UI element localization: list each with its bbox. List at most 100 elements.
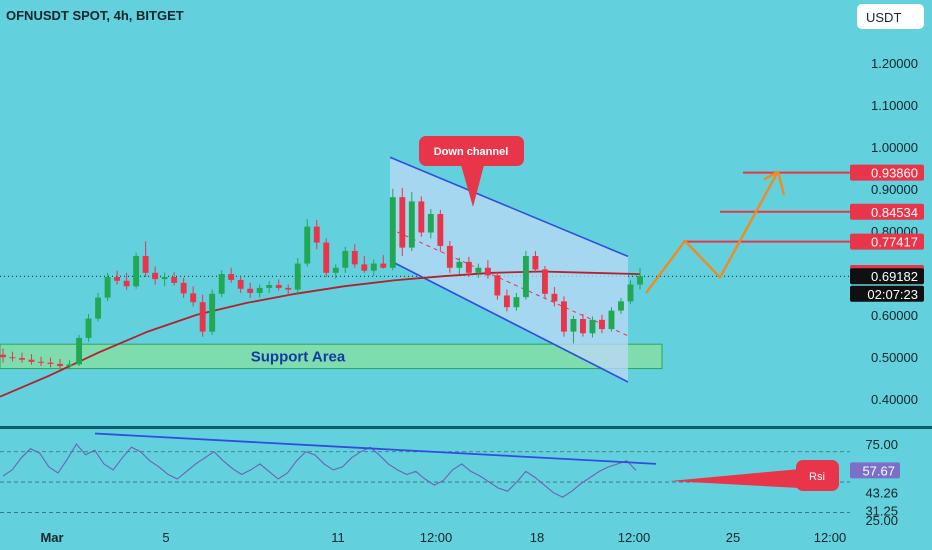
candle: [285, 284, 292, 296]
rsi-callout: Rsi: [670, 460, 839, 491]
candle-body: [285, 287, 292, 290]
chart-title: OFNUSDT SPOT, 4h, BITGET: [6, 8, 184, 23]
candle: [247, 282, 254, 298]
candle: [180, 277, 187, 298]
candle: [237, 276, 244, 293]
candle-body: [618, 301, 624, 311]
candle-body: [513, 297, 520, 308]
candle: [437, 209, 444, 252]
candle: [408, 192, 415, 251]
candle: [589, 316, 596, 338]
down-channel-label: Down channel: [434, 146, 509, 158]
candle-body: [237, 279, 244, 289]
candle-body: [465, 261, 472, 273]
candle-body: [66, 364, 73, 367]
candle: [47, 357, 54, 368]
candle-body: [28, 359, 35, 362]
candle: [123, 272, 130, 290]
candle: [19, 352, 25, 363]
candle: [580, 313, 586, 337]
candle-body: [560, 301, 567, 332]
support-area-label: Support Area: [251, 348, 346, 365]
rsi-tick-label: 31.25: [865, 504, 898, 519]
candle: [209, 289, 216, 335]
candle-body: [38, 361, 44, 363]
candle: [9, 351, 16, 362]
price-tick-label: 1.10000: [871, 98, 918, 113]
price-level-badge-text: 0.84534: [871, 205, 918, 220]
candle: [266, 281, 273, 293]
rsi-value-badge: 57.67: [850, 462, 900, 479]
candle-body: [161, 277, 168, 280]
candle-body: [446, 245, 453, 268]
candle-body: [380, 263, 387, 268]
current-price-badge-bg: [850, 268, 924, 285]
candle: [28, 354, 35, 365]
candle: [218, 270, 225, 298]
candle: [95, 292, 102, 322]
candle: [484, 260, 491, 279]
candle: [551, 287, 558, 307]
candle-body: [456, 261, 463, 268]
candle-body: [627, 284, 634, 302]
candle-body: [522, 256, 529, 298]
candle: [532, 250, 539, 273]
candle-body: [370, 263, 377, 271]
candle: [618, 298, 624, 314]
rsi-value-badge-text: 57.67: [862, 463, 895, 478]
candle-body: [76, 337, 83, 365]
candle: [389, 188, 396, 271]
candle-body: [142, 256, 149, 273]
rsi-callout-label: Rsi: [809, 471, 825, 483]
candle-body: [351, 250, 358, 265]
candle: [370, 259, 377, 277]
candle: [199, 294, 206, 337]
candle-body: [589, 319, 596, 334]
candle: [0, 348, 6, 363]
candle-body: [389, 197, 396, 268]
channel-lower-line: [389, 259, 629, 383]
price-level-badge: 0.84534: [850, 203, 924, 220]
candle-body: [209, 293, 216, 332]
candle-body: [503, 295, 510, 308]
candle-body: [114, 277, 121, 281]
candle: [494, 271, 501, 300]
moving-average-line: [0, 270, 641, 398]
candle-body: [190, 293, 197, 303]
candle: [446, 240, 453, 273]
candle: [76, 334, 83, 367]
time-tick-label: 12:00: [420, 530, 453, 545]
candle: [104, 272, 111, 301]
candle: [637, 267, 643, 290]
candle-body: [599, 319, 605, 330]
rsi-trendline: [94, 432, 657, 465]
candle: [361, 256, 368, 273]
candle: [85, 313, 92, 342]
candle: [152, 266, 159, 285]
candle: [38, 356, 44, 367]
price-tick-label: 0.90000: [871, 182, 918, 197]
candle-body: [427, 214, 434, 233]
candle: [161, 272, 168, 287]
channel-midline: [389, 228, 629, 337]
candle-body: [199, 302, 206, 332]
candle-body: [0, 354, 6, 358]
projection-path: [645, 171, 780, 294]
candle-body: [637, 276, 643, 285]
candle: [57, 358, 63, 369]
candle: [294, 258, 301, 294]
time-tick-label: 25: [726, 530, 740, 545]
candle: [171, 271, 178, 286]
current-price-badge-text: 0.69182: [871, 269, 918, 284]
price-tick-label: 0.50000: [871, 350, 918, 365]
channel-fill: [390, 157, 628, 382]
candle: [66, 360, 73, 370]
price-level-badge-bg: [850, 164, 924, 181]
candle-body: [123, 280, 130, 287]
candle-body: [247, 288, 254, 293]
price-tick-label: 1.20000: [871, 56, 918, 71]
candle: [380, 255, 387, 269]
time-tick-label: 18: [530, 530, 544, 545]
currency-button[interactable]: USDT: [857, 4, 924, 29]
